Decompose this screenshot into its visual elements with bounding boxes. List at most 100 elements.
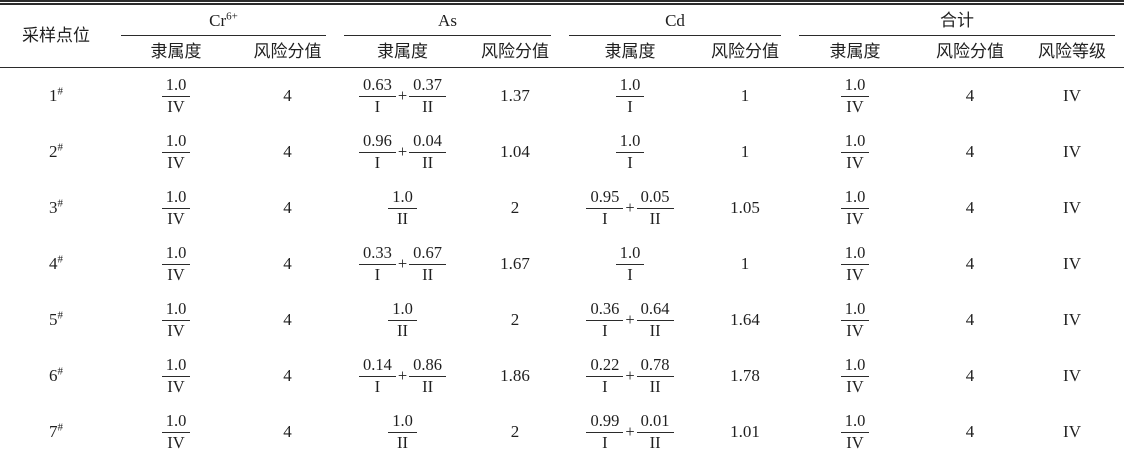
fraction-numerator: 0.96 [358,131,396,153]
fraction-numerator: 1.0 [840,355,870,377]
value-cell: 1.01 [730,422,760,442]
fraction-numerator: 1.0 [615,243,645,265]
membership-cell: 1.0 IV [112,236,240,292]
plus-operator: + [625,421,635,441]
membership-cell: 1.0 I [560,68,700,124]
fraction-denominator: IV [846,376,864,396]
fraction: 0.36 I [586,299,624,341]
membership-cell: 0.33 I +0.67 II [335,236,470,292]
fraction: 1.0 I [615,75,645,117]
value-cell: IV [1063,422,1081,442]
sample-point-number: 1 [49,86,58,106]
column-header-risk-score: 风险分值 [240,36,335,68]
membership-cell: 0.63 I +0.37 II [335,68,470,124]
fraction-numerator: 0.63 [358,75,396,97]
value-cell: IV [1063,142,1081,162]
group-header-cr: Cr6+ [112,5,335,36]
fraction: 1.0 I [615,243,645,285]
value-cell: 1 [740,142,750,162]
value-cell: 2 [510,310,520,330]
fraction-denominator: I [602,432,608,452]
table-row: 3# 1.0 IV 4 1.0 II 2 0.95 I +0.05 II 1.05 1.0 IV 4 IV [0,180,1124,236]
sample-point-label: 3# [0,180,112,236]
fraction-numerator: 0.95 [586,187,624,209]
value-cell: 4 [965,254,975,274]
fraction: 0.63 I [358,75,396,117]
fraction-numerator: 0.05 [636,187,674,209]
fraction-denominator: I [374,264,381,284]
fraction-denominator: II [649,320,661,340]
header-sub-row: 隶属度 风险分值 隶属度 风险分值 隶属度 风险分值 隶属度 风险分值 风险等级 [0,36,1124,68]
fraction-denominator: IV [167,376,185,396]
fraction: 1.0 IV [840,75,870,117]
fraction: 1.0 IV [161,131,191,173]
fraction-numerator: 1.0 [840,243,870,265]
fraction-denominator: I [374,152,381,172]
fraction: 1.0 IV [840,299,870,341]
fraction-denominator: II [649,208,661,228]
fraction-denominator: II [422,264,434,284]
fraction-denominator: I [602,208,608,228]
sample-point-label: 6# [0,348,112,404]
fraction-denominator: I [627,152,633,172]
value-cell: IV [1063,366,1081,386]
fraction: 0.22 I [586,355,624,397]
fraction-denominator: I [374,376,381,396]
fraction: 0.14 I [358,355,396,397]
plus-operator: + [397,141,408,161]
membership-cell: 1.0 IV [112,404,240,460]
fraction-numerator: 1.0 [388,299,417,321]
plus-operator: + [625,197,635,217]
value-cell: IV [1063,86,1081,106]
membership-cell: 0.14 I +0.86 II [335,348,470,404]
fraction: 0.01 II [636,411,674,453]
fraction-denominator: I [602,376,608,396]
value-cell: 4 [283,422,292,442]
superscript: # [57,365,64,378]
value-cell: 1 [740,254,750,274]
value-cell: 2 [510,198,520,218]
fraction-denominator: IV [167,96,185,116]
membership-cell: 1.0 II [335,292,470,348]
value-cell: IV [1063,198,1081,218]
value-cell: 1.67 [500,254,530,274]
table-header: 采样点位 Cr6+ As Cd 合计 隶属度 风险分值 隶属度 风险分值 隶属度… [0,5,1124,68]
fraction-numerator: 0.86 [409,355,447,377]
membership-cell: 1.0 I [560,124,700,180]
fraction-numerator: 1.0 [840,187,870,209]
fraction-numerator: 0.78 [636,355,674,377]
column-header-risk-level: 风险等级 [1020,36,1124,68]
fraction-denominator: II [422,376,434,396]
table-row: 4# 1.0 IV 4 0.33 I +0.67 II 1.67 1.0 I 1 1.0 IV 4 IV [0,236,1124,292]
table-row: 5# 1.0 IV 4 1.0 II 2 0.36 I +0.64 II 1.64 1.0 IV 4 IV [0,292,1124,348]
fraction: 0.86 II [409,355,447,397]
value-cell: 1.05 [730,198,760,218]
sample-point-number: 5 [49,310,58,330]
membership-cell: 0.99 I +0.01 II [560,404,700,460]
fraction: 0.99 I [586,411,624,453]
table-row: 1# 1.0 IV 4 0.63 I +0.37 II 1.37 1.0 I 1 1.0 IV 4 IV [0,68,1124,124]
sample-point-label: 2# [0,124,112,180]
superscript: # [57,85,64,98]
membership-cell: 0.36 I +0.64 II [560,292,700,348]
fraction-numerator: 1.0 [161,75,191,97]
fraction-numerator: 1.0 [161,243,191,265]
value-cell: 4 [283,198,292,218]
membership-cell: 1.0 IV [790,124,920,180]
fraction-numerator: 1.0 [161,355,191,377]
value-cell: IV [1063,254,1081,274]
table-row: 7# 1.0 IV 4 1.0 II 2 0.99 I +0.01 II 1.01 1.0 IV 4 IV [0,404,1124,460]
fraction: 1.0 IV [161,355,191,397]
value-cell: 1.78 [730,366,760,386]
fraction: 0.95 I [586,187,624,229]
value-cell: 1.37 [500,86,530,106]
fraction-denominator: IV [846,264,864,284]
fraction-denominator: IV [846,432,864,452]
value-cell: 4 [965,86,975,106]
fraction: 1.0 IV [840,131,870,173]
fraction-denominator: II [422,152,434,172]
sample-point-label: 1# [0,68,112,124]
fraction: 1.0 II [388,299,417,341]
